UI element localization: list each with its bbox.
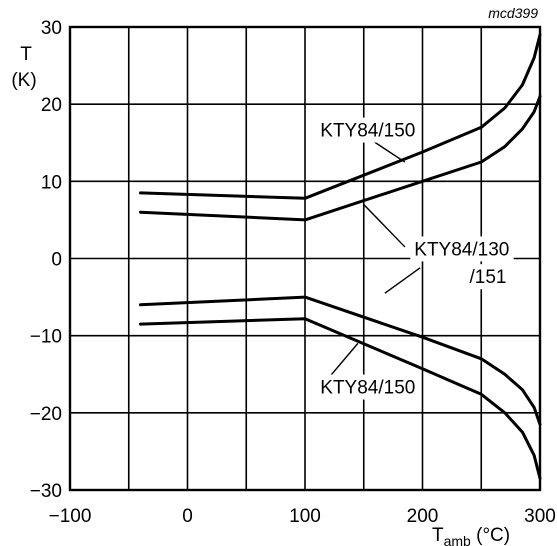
x-tick-label: 300 <box>524 506 556 527</box>
y-tick-label: −10 <box>30 327 62 348</box>
annotation-mask <box>465 264 516 290</box>
series-line <box>139 94 542 222</box>
series-lines <box>139 33 542 480</box>
y-tick-label: 10 <box>41 172 62 193</box>
y-tick-label: −30 <box>30 481 62 502</box>
annotation-mask <box>316 117 420 143</box>
annotation-label: KTY84/130 <box>414 239 509 260</box>
reference-code: mcd399 <box>488 5 538 21</box>
y-axis-unit: (K) <box>11 70 36 91</box>
y-tick-label: −20 <box>30 404 62 425</box>
annotation-label: /151 <box>470 267 507 288</box>
x-tick-label: 200 <box>407 506 439 527</box>
annotation-label: KTY84/150 <box>320 378 415 399</box>
x-axis-subscript: amb <box>444 533 471 546</box>
annotation-leader <box>384 267 421 294</box>
plot-frame <box>68 25 542 492</box>
annotation-masks <box>316 117 516 400</box>
annotation-label: KTY84/150 <box>320 121 415 142</box>
x-axis-label: Tamb (°C) <box>432 525 510 546</box>
annotation-leader <box>327 342 359 379</box>
annotation-mask <box>410 236 514 262</box>
series-line <box>139 317 542 480</box>
annotations: KTY84/150 KTY84/130/151 KTY84/150 <box>320 121 509 399</box>
y-tick-label: 0 <box>51 250 62 271</box>
y-axis-symbol: T <box>20 44 32 65</box>
annotation-leader <box>363 203 406 248</box>
y-tick-label: 20 <box>41 95 62 116</box>
x-axis-unit: (°C) <box>471 525 510 546</box>
series-line <box>139 33 542 200</box>
x-tick-label: 0 <box>182 506 193 527</box>
series-line <box>139 295 542 426</box>
y-tick-label: 30 <box>41 18 62 39</box>
x-axis-symbol: T <box>432 525 444 546</box>
x-tick-labels: −100 0 100 200 300 <box>49 506 556 527</box>
y-tick-labels: −30 −20 −10 0 10 20 30 <box>30 18 62 502</box>
x-tick-label: −100 <box>49 506 92 527</box>
x-tick-label: 100 <box>289 506 321 527</box>
annotation-mask <box>316 374 420 400</box>
